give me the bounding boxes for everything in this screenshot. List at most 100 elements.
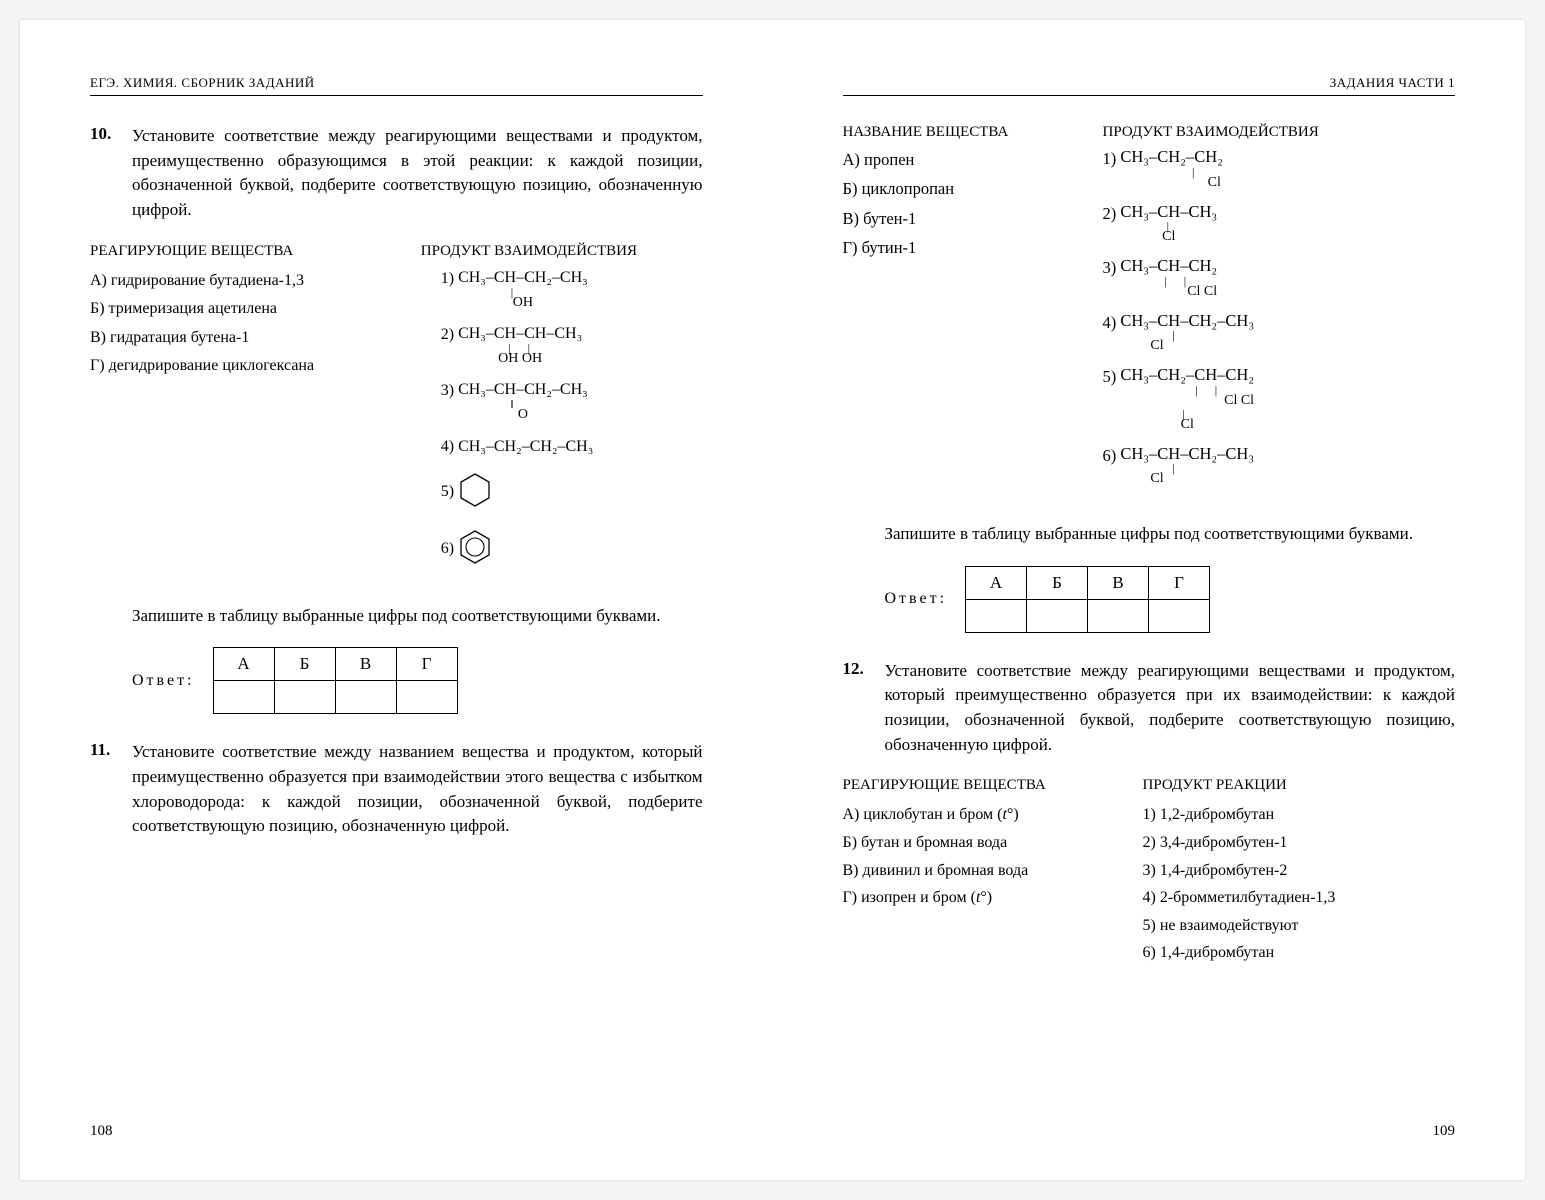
task-10-products: ПРОДУКТ ВЗАИМОДЕЙСТВИЯ 1) CH₃–CH–CH₂–CH₃… — [421, 243, 703, 586]
q11-opt3-top: CH₃–CH–CH₂ — [1120, 258, 1217, 275]
q11-opt2-bot: Cl — [1120, 230, 1217, 244]
q10-g: Г) дегидрирование циклогексана — [90, 355, 421, 377]
q12-reagents: РЕАГИРУЮЩИЕ ВЕЩЕСТВА А) циклобутан и бро… — [843, 777, 1143, 970]
q10-opt3: 3) CH₃–CH–CH₂–CH₃ ‖ O — [441, 382, 703, 422]
q11-opt2-top: CH₃–CH–CH₃ — [1120, 204, 1217, 221]
q11-a: А) пропен — [843, 149, 1103, 171]
q11-right-head: ПРОДУКТ ВЗАИМОДЕЙСТВИЯ — [1103, 124, 1456, 141]
q11-products: ПРОДУКТ ВЗАИМОДЕЙСТВИЯ 1) CH₃–CH₂–CH₂ | … — [1103, 124, 1456, 500]
q12-a: А) циклобутан и бром (t°) — [843, 804, 1143, 826]
q10-cell-a[interactable] — [213, 681, 274, 714]
q11-cell-v[interactable] — [1088, 599, 1149, 632]
q10-answer: Ответ: А Б В Г — [132, 647, 703, 714]
q10-cell-v[interactable] — [335, 681, 396, 714]
q10-opt1-label: 1) — [441, 270, 454, 287]
q11-b: Б) циклопропан — [843, 178, 1103, 200]
task-10-right-head: ПРОДУКТ ВЗАИМОДЕЙСТВИЯ — [421, 243, 703, 260]
bond-icon: | — [1120, 329, 1254, 339]
q11-opt1-top: CH₃–CH₂–CH₂ — [1120, 149, 1223, 166]
header-left-text: ЕГЭ. ХИМИЯ. СБОРНИК ЗАДАНИЙ — [90, 75, 315, 91]
th-v: В — [1088, 566, 1149, 599]
task-10-text: Установите соответствие между реагирующи… — [132, 124, 703, 223]
q11-cell-a[interactable] — [966, 599, 1027, 632]
th-b: Б — [274, 648, 335, 681]
q12-r2: 2) 3,4-дибромбутен-1 — [1143, 832, 1456, 854]
q10-answer-table: А Б В Г — [213, 647, 458, 714]
task-10-num: 10. — [90, 124, 132, 223]
q11-cell-g[interactable] — [1149, 599, 1210, 632]
q11-opt2: 2) CH₃–CH–CH₃ | Cl — [1103, 204, 1456, 245]
page-right: ЗАДАНИЯ ЧАСТИ 1 НАЗВАНИЕ ВЕЩЕСТВА А) про… — [773, 20, 1526, 1180]
q10-opt5-label: 5) — [441, 483, 454, 500]
q11-opt6-label: 6) — [1103, 446, 1117, 465]
q11-opt6: 6) CH₃–CH–CH₂–CH₃ | Cl — [1103, 446, 1456, 487]
task-10-left-head: РЕАГИРУЮЩИЕ ВЕЩЕСТВА — [90, 243, 421, 260]
q12-g: Г) изопрен и бром (t°) — [843, 887, 1143, 909]
th-v: В — [335, 648, 396, 681]
q10-opt2-top: CH₃–CH–CH–CH₃ — [458, 326, 582, 342]
q11-opt6-top: CH₃–CH–CH₂–CH₃ — [1120, 446, 1254, 463]
q11-opt1-label: 1) — [1103, 149, 1117, 168]
bond-icon: | — [1120, 408, 1254, 418]
q10-opt1-bot: OH — [458, 296, 588, 310]
q12-r5: 5) не взаимодействуют — [1143, 915, 1456, 937]
q11-v: В) бутен-1 — [843, 208, 1103, 230]
q11-opt5-label: 5) — [1103, 367, 1117, 386]
q11-left-head: НАЗВАНИЕ ВЕЩЕСТВА — [843, 124, 1103, 141]
q11-names: НАЗВАНИЕ ВЕЩЕСТВА А) пропен Б) циклопроп… — [843, 124, 1103, 500]
task-12-text: Установите соответствие между реагирующи… — [885, 659, 1456, 758]
bond-icon: | | — [1120, 384, 1254, 394]
q11-opt5: 5) CH₃–CH₂–CH–CH₂ | | Cl Cl | Cl — [1103, 367, 1456, 432]
q12-r4: 4) 2-бромметилбутадиен-1,3 — [1143, 887, 1456, 909]
header-right-text: ЗАДАНИЯ ЧАСТИ 1 — [1330, 75, 1455, 91]
benzene-icon — [458, 529, 492, 570]
q12-r3: 3) 1,4-дибромбутен-2 — [1143, 860, 1456, 882]
page-left: ЕГЭ. ХИМИЯ. СБОРНИК ЗАДАНИЙ 10. Установи… — [20, 20, 773, 1180]
q10-instruct: Запишите в таблицу выбранные цифры под с… — [132, 604, 703, 628]
q10-opt4-label: 4) — [441, 438, 454, 455]
task-11-num: 11. — [90, 740, 132, 839]
q12-left-head: РЕАГИРУЮЩИЕ ВЕЩЕСТВА — [843, 777, 1143, 794]
q11-opt1: 1) CH₃–CH₂–CH₂ | Cl — [1103, 149, 1456, 190]
page-num-left: 108 — [90, 1123, 113, 1140]
page-spread: ЕГЭ. ХИМИЯ. СБОРНИК ЗАДАНИЙ 10. Установи… — [20, 20, 1525, 1180]
header-right: ЗАДАНИЯ ЧАСТИ 1 — [843, 75, 1456, 96]
q10-opt6: 6) — [441, 529, 703, 570]
q10-opt6-label: 6) — [441, 540, 454, 557]
q11-opt5-top: CH₃–CH₂–CH–CH₂ — [1120, 367, 1254, 384]
q11-g: Г) бутин-1 — [843, 237, 1103, 259]
q11-opt4-top: CH₃–CH–CH₂–CH₃ — [1120, 313, 1254, 330]
q12-v: В) дивинил и бромная вода — [843, 860, 1143, 882]
task-10-columns: РЕАГИРУЮЩИЕ ВЕЩЕСТВА А) гидрирование бут… — [90, 243, 703, 586]
th-g: Г — [1149, 566, 1210, 599]
q10-b: Б) тримеризация ацетилена — [90, 298, 421, 320]
bond-icon: | — [1120, 462, 1254, 472]
q10-opt4-main: CH₃–CH₂–CH₂–CH₃ — [458, 438, 593, 455]
q11-opt3-label: 3) — [1103, 258, 1117, 277]
q10-opt3-bot: O — [458, 408, 588, 422]
task-11-text: Установите соответствие между названием … — [132, 740, 703, 839]
q11-instruct: Запишите в таблицу выбранные цифры под с… — [885, 522, 1456, 546]
q10-cell-b[interactable] — [274, 681, 335, 714]
q11-opt2-label: 2) — [1103, 204, 1117, 223]
q11-opt5-extra: Cl — [1120, 418, 1254, 432]
q10-cell-g[interactable] — [396, 681, 457, 714]
task-10: 10. Установите соответствие между реагир… — [90, 124, 703, 223]
q11-opt4: 4) CH₃–CH–CH₂–CH₃ | Cl — [1103, 313, 1456, 354]
task-12: 12. Установите соответствие между реагир… — [843, 659, 1456, 758]
task-12-num: 12. — [843, 659, 885, 758]
q10-opt1: 1) CH₃–CH–CH₂–CH₃ | OH — [441, 270, 703, 310]
task-11: 11. Установите соответствие между назван… — [90, 740, 703, 839]
q10-opt5: 5) — [441, 472, 703, 513]
bond-icon: | | — [1120, 275, 1217, 285]
q12-b: Б) бутан и бромная вода — [843, 832, 1143, 854]
th-g: Г — [396, 648, 457, 681]
header-left: ЕГЭ. ХИМИЯ. СБОРНИК ЗАДАНИЙ — [90, 75, 703, 96]
task-12-columns: РЕАГИРУЮЩИЕ ВЕЩЕСТВА А) циклобутан и бро… — [843, 777, 1456, 970]
q11-cell-b[interactable] — [1027, 599, 1088, 632]
q10-a: А) гидрирование бутадиена-1,3 — [90, 270, 421, 292]
q10-opt4: 4) CH₃–CH₂–CH₂–CH₃ — [441, 438, 703, 456]
q12-right-head: ПРОДУКТ РЕАКЦИИ — [1143, 777, 1456, 794]
bond-icon: | — [1120, 166, 1223, 176]
q10-opt3-top: CH₃–CH–CH₂–CH₃ — [458, 382, 588, 398]
